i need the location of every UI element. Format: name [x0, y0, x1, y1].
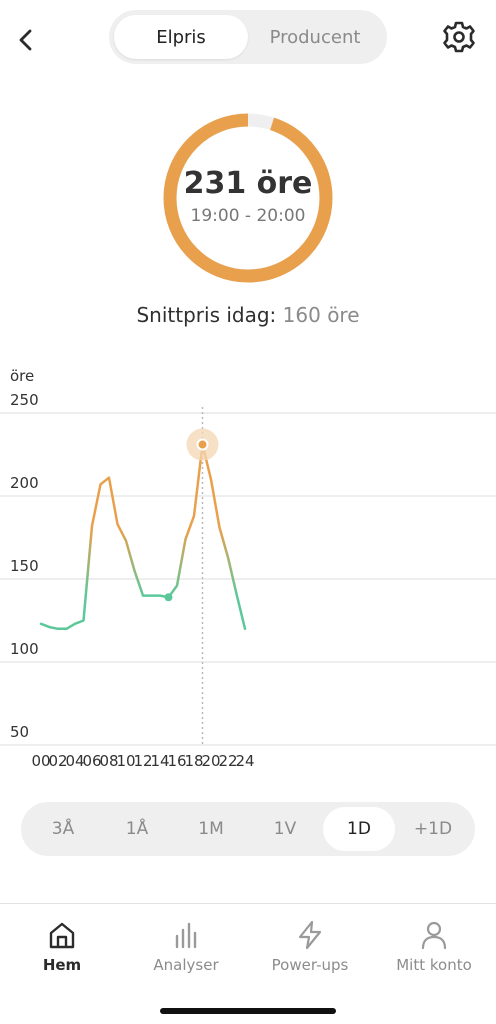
price-line — [39, 443, 247, 631]
range-option[interactable]: 1M — [198, 819, 224, 839]
range-option[interactable]: 1D — [323, 807, 395, 851]
lightning-icon — [298, 920, 322, 950]
y-tick-label: 100 — [10, 640, 39, 658]
x-tick-label: 08 — [99, 752, 118, 770]
bar-chart-icon — [175, 922, 197, 949]
nav-item-mitt-konto[interactable]: Mitt konto — [372, 920, 496, 984]
x-tick-label: 06 — [82, 752, 101, 770]
x-tick-label: 18 — [184, 752, 203, 770]
y-tick-label: 200 — [10, 474, 39, 492]
nav-label-hem: Hem — [42, 956, 82, 974]
nav-divider — [0, 903, 496, 904]
nav-label-mitt-konto: Mitt konto — [396, 956, 472, 974]
average-price-value: 160 öre — [282, 303, 360, 327]
tab-elpris[interactable]: Elpris — [114, 15, 248, 59]
x-tick-label: 16 — [167, 752, 186, 770]
nav-item-analyser[interactable]: Analyser — [124, 920, 248, 984]
range-option[interactable]: +1D — [413, 819, 453, 839]
x-tick-label: 22 — [218, 752, 237, 770]
back-button[interactable] — [8, 20, 44, 60]
y-tick-label: 50 — [10, 723, 29, 741]
average-price: Snittpris idag: 160 öre — [0, 303, 496, 327]
x-tick-label: 10 — [116, 752, 135, 770]
settings-button[interactable] — [436, 14, 482, 60]
y-tick-label: 250 — [10, 391, 39, 409]
current-price: 231 öre — [183, 166, 313, 201]
gauge-fill — [163, 113, 333, 283]
current-point — [164, 593, 173, 602]
chevron-left-icon — [19, 29, 32, 51]
x-tick-label: 14 — [150, 752, 169, 770]
tab-producent[interactable]: Producent — [269, 26, 361, 48]
x-tick-label: 02 — [48, 752, 67, 770]
range-option[interactable]: 1Å — [125, 819, 149, 839]
price-gauge — [163, 113, 333, 283]
nav-item-hem[interactable]: Hem — [0, 920, 124, 984]
nav-item-power-ups[interactable]: Power-ups — [248, 920, 372, 984]
y-axis-label: öre — [10, 367, 34, 385]
x-tick-label: 24 — [235, 752, 254, 770]
x-tick-label: 20 — [201, 752, 220, 770]
gear-icon — [443, 21, 475, 53]
user-icon — [421, 921, 447, 950]
highlight-point[interactable] — [196, 438, 209, 451]
mode-switcher: Elpris Producent — [109, 10, 387, 64]
range-selector: 3Å 1Å 1M 1V 1D +1D — [21, 802, 475, 856]
y-tick-label: 150 — [10, 557, 39, 575]
range-option[interactable]: 3Å — [51, 819, 75, 839]
x-tick-label: 04 — [65, 752, 84, 770]
nav-label-analyser: Analyser — [153, 956, 219, 974]
nav-label-power-ups: Power-ups — [271, 956, 349, 974]
average-price-label: Snittpris idag: — [136, 303, 277, 327]
home-icon — [49, 922, 75, 949]
home-indicator — [160, 1008, 336, 1014]
range-option[interactable]: 1V — [273, 819, 297, 839]
current-price-time: 19:00 - 20:00 — [190, 206, 306, 226]
x-tick-label: 00 — [31, 752, 50, 770]
x-tick-label: 12 — [133, 752, 152, 770]
